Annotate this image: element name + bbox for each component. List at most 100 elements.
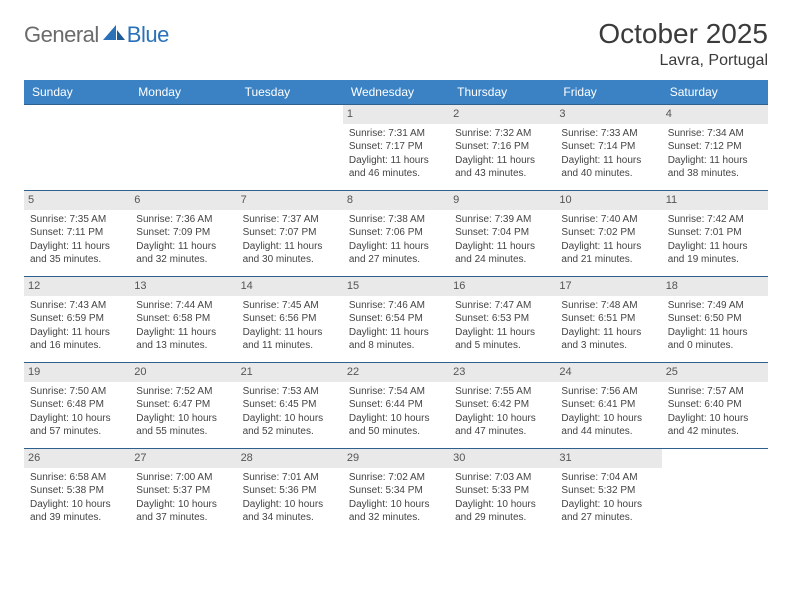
sunset-line: Sunset: 6:50 PM bbox=[668, 312, 762, 326]
daylight-line-2: and 32 minutes. bbox=[136, 253, 230, 267]
sunrise-line: Sunrise: 7:56 AM bbox=[561, 385, 655, 399]
daylight-line-2: and 3 minutes. bbox=[561, 339, 655, 353]
day-number: 19 bbox=[24, 363, 130, 382]
sunrise-line: Sunrise: 7:02 AM bbox=[349, 471, 443, 485]
sunrise-line: Sunrise: 7:45 AM bbox=[243, 299, 337, 313]
sunset-line: Sunset: 6:41 PM bbox=[561, 398, 655, 412]
calendar-cell: 3Sunrise: 7:33 AMSunset: 7:14 PMDaylight… bbox=[555, 105, 661, 191]
sunrise-line: Sunrise: 7:49 AM bbox=[668, 299, 762, 313]
calendar-cell: 7Sunrise: 7:37 AMSunset: 7:07 PMDaylight… bbox=[237, 191, 343, 277]
sunrise-line: Sunrise: 7:55 AM bbox=[455, 385, 549, 399]
daylight-line-2: and 5 minutes. bbox=[455, 339, 549, 353]
calendar-body: 1Sunrise: 7:31 AMSunset: 7:17 PMDaylight… bbox=[24, 105, 768, 535]
daylight-line-2: and 55 minutes. bbox=[136, 425, 230, 439]
daylight-line-1: Daylight: 10 hours bbox=[243, 498, 337, 512]
sunrise-line: Sunrise: 7:52 AM bbox=[136, 385, 230, 399]
sunset-line: Sunset: 6:45 PM bbox=[243, 398, 337, 412]
sunset-line: Sunset: 6:56 PM bbox=[243, 312, 337, 326]
calendar-cell: 24Sunrise: 7:56 AMSunset: 6:41 PMDayligh… bbox=[555, 363, 661, 449]
daylight-line-2: and 16 minutes. bbox=[30, 339, 124, 353]
calendar-week: 26Sunrise: 6:58 AMSunset: 5:38 PMDayligh… bbox=[24, 449, 768, 535]
daylight-line-2: and 30 minutes. bbox=[243, 253, 337, 267]
sunset-line: Sunset: 6:44 PM bbox=[349, 398, 443, 412]
day-number: 30 bbox=[449, 449, 555, 468]
sunrise-line: Sunrise: 6:58 AM bbox=[30, 471, 124, 485]
day-header: Sunday bbox=[24, 80, 130, 105]
daylight-line-2: and 50 minutes. bbox=[349, 425, 443, 439]
calendar-cell: 23Sunrise: 7:55 AMSunset: 6:42 PMDayligh… bbox=[449, 363, 555, 449]
calendar-cell: 31Sunrise: 7:04 AMSunset: 5:32 PMDayligh… bbox=[555, 449, 661, 535]
daylight-line-2: and 35 minutes. bbox=[30, 253, 124, 267]
calendar-cell: 25Sunrise: 7:57 AMSunset: 6:40 PMDayligh… bbox=[662, 363, 768, 449]
sunset-line: Sunset: 5:33 PM bbox=[455, 484, 549, 498]
daylight-line-2: and 27 minutes. bbox=[561, 511, 655, 525]
daylight-line-1: Daylight: 11 hours bbox=[561, 240, 655, 254]
logo-sail-icon bbox=[103, 24, 125, 47]
daylight-line-1: Daylight: 10 hours bbox=[243, 412, 337, 426]
sunrise-line: Sunrise: 7:31 AM bbox=[349, 127, 443, 141]
calendar-cell: 6Sunrise: 7:36 AMSunset: 7:09 PMDaylight… bbox=[130, 191, 236, 277]
daylight-line-2: and 27 minutes. bbox=[349, 253, 443, 267]
daylight-line-1: Daylight: 10 hours bbox=[136, 498, 230, 512]
sunset-line: Sunset: 7:16 PM bbox=[455, 140, 549, 154]
daylight-line-2: and 39 minutes. bbox=[30, 511, 124, 525]
day-number: 12 bbox=[24, 277, 130, 296]
day-header: Thursday bbox=[449, 80, 555, 105]
day-number: 31 bbox=[555, 449, 661, 468]
calendar-cell bbox=[662, 449, 768, 535]
calendar-cell: 15Sunrise: 7:46 AMSunset: 6:54 PMDayligh… bbox=[343, 277, 449, 363]
daylight-line-1: Daylight: 11 hours bbox=[455, 240, 549, 254]
sunrise-line: Sunrise: 7:38 AM bbox=[349, 213, 443, 227]
logo-text-general: General bbox=[24, 22, 99, 48]
day-number: 11 bbox=[662, 191, 768, 210]
calendar-cell: 29Sunrise: 7:02 AMSunset: 5:34 PMDayligh… bbox=[343, 449, 449, 535]
daylight-line-2: and 32 minutes. bbox=[349, 511, 443, 525]
sunrise-line: Sunrise: 7:40 AM bbox=[561, 213, 655, 227]
daylight-line-1: Daylight: 11 hours bbox=[30, 240, 124, 254]
sunset-line: Sunset: 7:06 PM bbox=[349, 226, 443, 240]
daylight-line-1: Daylight: 10 hours bbox=[30, 498, 124, 512]
sunset-line: Sunset: 7:01 PM bbox=[668, 226, 762, 240]
daylight-line-1: Daylight: 10 hours bbox=[561, 498, 655, 512]
day-number: 13 bbox=[130, 277, 236, 296]
daylight-line-1: Daylight: 10 hours bbox=[668, 412, 762, 426]
calendar-cell: 19Sunrise: 7:50 AMSunset: 6:48 PMDayligh… bbox=[24, 363, 130, 449]
daylight-line-1: Daylight: 11 hours bbox=[349, 326, 443, 340]
day-number: 3 bbox=[555, 105, 661, 124]
daylight-line-2: and 24 minutes. bbox=[455, 253, 549, 267]
sunset-line: Sunset: 6:47 PM bbox=[136, 398, 230, 412]
calendar-cell: 5Sunrise: 7:35 AMSunset: 7:11 PMDaylight… bbox=[24, 191, 130, 277]
day-number: 14 bbox=[237, 277, 343, 296]
sunrise-line: Sunrise: 7:39 AM bbox=[455, 213, 549, 227]
day-number: 4 bbox=[662, 105, 768, 124]
daylight-line-1: Daylight: 11 hours bbox=[455, 154, 549, 168]
daylight-line-1: Daylight: 10 hours bbox=[561, 412, 655, 426]
day-header: Monday bbox=[130, 80, 236, 105]
daylight-line-2: and 47 minutes. bbox=[455, 425, 549, 439]
calendar-cell: 11Sunrise: 7:42 AMSunset: 7:01 PMDayligh… bbox=[662, 191, 768, 277]
calendar-cell: 12Sunrise: 7:43 AMSunset: 6:59 PMDayligh… bbox=[24, 277, 130, 363]
day-number: 10 bbox=[555, 191, 661, 210]
day-number: 5 bbox=[24, 191, 130, 210]
calendar-cell: 30Sunrise: 7:03 AMSunset: 5:33 PMDayligh… bbox=[449, 449, 555, 535]
daylight-line-1: Daylight: 10 hours bbox=[349, 498, 443, 512]
day-number: 18 bbox=[662, 277, 768, 296]
daylight-line-1: Daylight: 11 hours bbox=[243, 326, 337, 340]
sunset-line: Sunset: 6:40 PM bbox=[668, 398, 762, 412]
daylight-line-2: and 37 minutes. bbox=[136, 511, 230, 525]
calendar-cell: 28Sunrise: 7:01 AMSunset: 5:36 PMDayligh… bbox=[237, 449, 343, 535]
day-number: 21 bbox=[237, 363, 343, 382]
sunset-line: Sunset: 7:07 PM bbox=[243, 226, 337, 240]
daylight-line-1: Daylight: 10 hours bbox=[136, 412, 230, 426]
daylight-line-1: Daylight: 11 hours bbox=[30, 326, 124, 340]
sunset-line: Sunset: 6:51 PM bbox=[561, 312, 655, 326]
sunset-line: Sunset: 7:17 PM bbox=[349, 140, 443, 154]
sunset-line: Sunset: 7:09 PM bbox=[136, 226, 230, 240]
title-block: October 2025 Lavra, Portugal bbox=[598, 18, 768, 70]
daylight-line-2: and 8 minutes. bbox=[349, 339, 443, 353]
daylight-line-2: and 0 minutes. bbox=[668, 339, 762, 353]
calendar-cell: 9Sunrise: 7:39 AMSunset: 7:04 PMDaylight… bbox=[449, 191, 555, 277]
sunrise-line: Sunrise: 7:35 AM bbox=[30, 213, 124, 227]
day-number: 16 bbox=[449, 277, 555, 296]
calendar-cell: 16Sunrise: 7:47 AMSunset: 6:53 PMDayligh… bbox=[449, 277, 555, 363]
